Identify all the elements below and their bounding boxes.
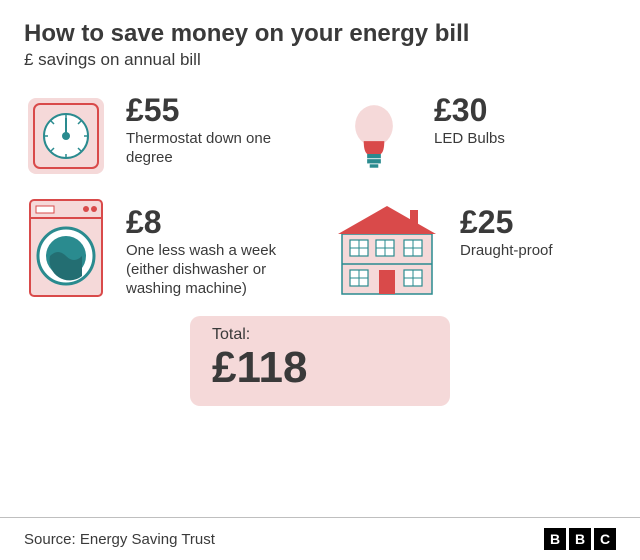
bbc-logo-letter: C <box>594 528 616 550</box>
item-washer: £8 One less wash a week (either dishwash… <box>24 206 308 298</box>
bulb-icon <box>332 94 416 178</box>
total-value: £118 <box>212 346 428 390</box>
item-desc: Thermostat down one degree <box>126 130 308 168</box>
item-value: £30 <box>434 94 505 126</box>
house-icon <box>332 206 442 290</box>
item-house: £25 Draught-proof <box>332 206 616 298</box>
item-value: £55 <box>126 94 308 126</box>
savings-grid: £55 Thermostat down one degree £30 LED B… <box>24 94 616 298</box>
page-title: How to save money on your energy bill <box>24 20 616 48</box>
washer-icon <box>24 206 108 290</box>
thermostat-icon <box>24 94 108 178</box>
item-bulb: £30 LED Bulbs <box>332 94 616 178</box>
item-desc: One less wash a week (either dishwasher … <box>126 242 308 298</box>
item-desc: Draught-proof <box>460 242 553 261</box>
bbc-logo-letter: B <box>569 528 591 550</box>
total-box: Total: £118 <box>190 316 450 406</box>
item-thermostat: £55 Thermostat down one degree <box>24 94 308 178</box>
total-label: Total: <box>212 326 428 344</box>
item-value: £8 <box>126 206 308 238</box>
item-desc: LED Bulbs <box>434 130 505 149</box>
bbc-logo: B B C <box>544 528 616 550</box>
footer: Source: Energy Saving Trust B B C <box>0 517 640 550</box>
page-subtitle: £ savings on annual bill <box>24 50 616 70</box>
item-value: £25 <box>460 206 553 238</box>
bbc-logo-letter: B <box>544 528 566 550</box>
source-text: Source: Energy Saving Trust <box>24 531 215 548</box>
